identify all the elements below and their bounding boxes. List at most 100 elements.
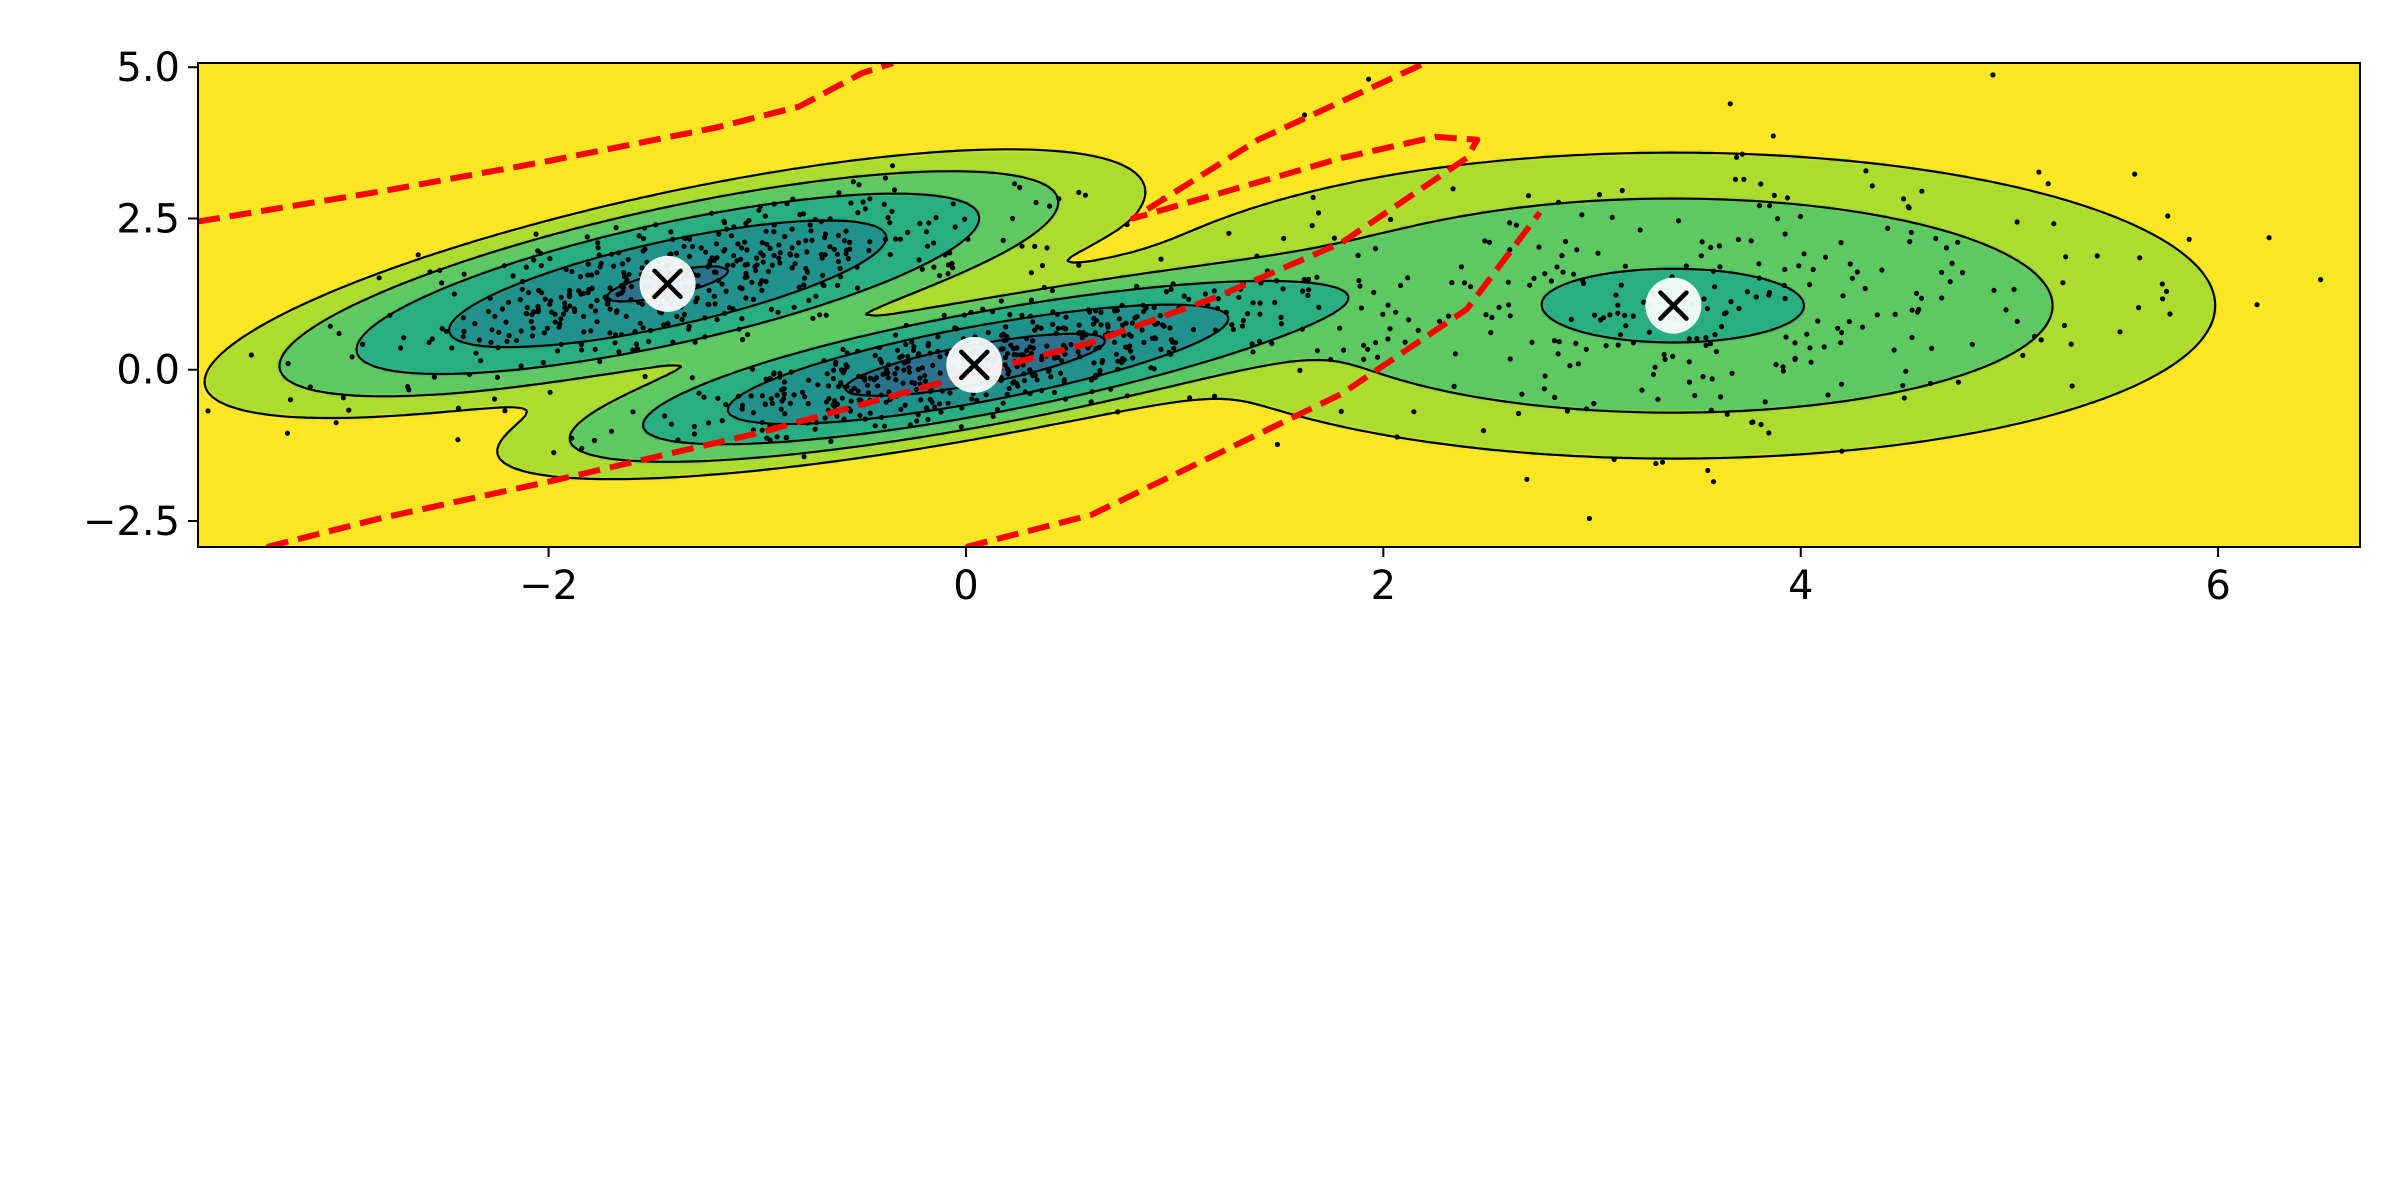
data-point (703, 249, 709, 255)
data-point (431, 374, 437, 380)
data-point (682, 235, 688, 241)
data-point (1119, 322, 1126, 328)
data-point (1821, 344, 1827, 350)
data-point (709, 210, 715, 216)
data-point (929, 399, 935, 405)
data-point (730, 262, 736, 268)
data-point (1692, 392, 1698, 399)
data-point (2014, 219, 2020, 225)
data-point (1122, 344, 1129, 350)
data-point (935, 348, 941, 354)
data-point (825, 383, 832, 389)
data-point (1536, 244, 1542, 250)
data-point (805, 401, 811, 407)
data-point (1750, 419, 1756, 425)
data-point (1513, 222, 1519, 228)
data-point (1019, 243, 1025, 249)
data-point (834, 413, 840, 419)
data-point (1482, 238, 1488, 244)
data-point (492, 313, 498, 319)
data-point (905, 229, 911, 235)
centroid-x-icon (1658, 290, 1689, 321)
data-point (1274, 278, 1280, 284)
data-point (1187, 395, 1193, 401)
data-point (1542, 373, 1548, 379)
data-point (1226, 230, 1232, 236)
data-point (1075, 349, 1081, 355)
data-point (597, 264, 603, 270)
data-point (841, 238, 848, 244)
data-point (1087, 309, 1093, 315)
data-point (1739, 151, 1745, 157)
data-point (1129, 320, 1135, 326)
data-point (1062, 396, 1069, 402)
data-point (800, 389, 806, 395)
data-point (1272, 300, 1278, 306)
data-point (1236, 294, 1242, 300)
data-point (1617, 332, 1623, 338)
data-point (911, 344, 917, 350)
data-point (1098, 309, 1104, 316)
data-point (1579, 212, 1585, 218)
data-point (935, 334, 941, 340)
data-point (1050, 321, 1056, 327)
data-point (1959, 270, 1966, 276)
data-point (1077, 354, 1083, 360)
data-point (749, 366, 756, 372)
data-point (862, 416, 868, 422)
data-point (731, 253, 737, 259)
data-point (1556, 339, 1562, 345)
data-point (1028, 350, 1034, 356)
data-point (952, 224, 958, 230)
data-point (1939, 269, 1945, 275)
data-point (1152, 335, 1158, 341)
data-point (551, 450, 557, 456)
data-point (1018, 352, 1024, 358)
data-point (1947, 279, 1953, 285)
data-point (1724, 411, 1730, 417)
data-point (759, 420, 765, 426)
data-point (1027, 391, 1033, 397)
data-point (552, 319, 558, 325)
data-point (1039, 388, 1045, 394)
data-point (1719, 324, 1725, 330)
data-point (535, 307, 542, 313)
data-point (739, 316, 745, 322)
data-point (1613, 292, 1619, 298)
data-point (1089, 389, 1095, 395)
data-point (1717, 264, 1723, 270)
data-point (1011, 352, 1017, 358)
data-point (782, 411, 788, 417)
data-point (828, 438, 834, 444)
data-point (974, 397, 980, 403)
data-point (998, 332, 1005, 338)
data-point (1316, 304, 1322, 310)
data-point (1371, 289, 1377, 295)
data-point (1056, 196, 1062, 202)
data-point (1955, 239, 1961, 245)
data-point (937, 370, 943, 376)
data-point (2060, 280, 2066, 286)
data-point (538, 263, 544, 269)
data-point (1551, 338, 1558, 344)
data-point (1002, 354, 1009, 361)
data-point (1774, 216, 1781, 222)
data-point (1839, 448, 1845, 454)
data-point (742, 274, 748, 281)
data-point (1662, 356, 1668, 362)
data-point (1659, 459, 1666, 465)
data-point (1919, 188, 1925, 194)
data-point (855, 348, 861, 354)
data-point (918, 397, 924, 403)
data-point (563, 266, 569, 273)
data-point (1507, 313, 1513, 319)
data-point (376, 275, 382, 281)
data-point (1949, 260, 1955, 266)
contour-line (278, 170, 2054, 463)
data-point (897, 236, 904, 242)
data-point (585, 272, 591, 278)
data-point (284, 430, 290, 436)
data-point (327, 323, 333, 329)
data-point (782, 233, 788, 240)
data-point (789, 245, 795, 251)
